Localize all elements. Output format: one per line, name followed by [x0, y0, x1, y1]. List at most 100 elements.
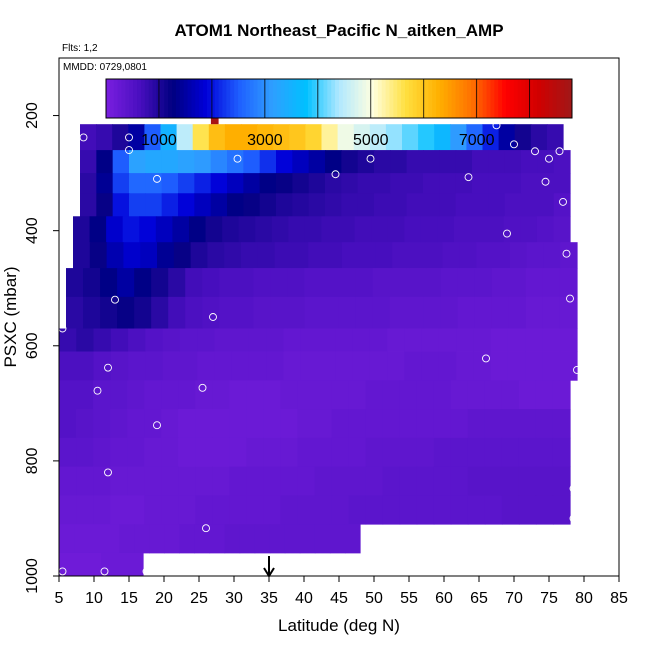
heatmap-cell: [139, 216, 157, 243]
heatmap-cell: [382, 437, 401, 468]
heatmap-cell: [473, 328, 492, 352]
heatmap-cell: [194, 193, 212, 217]
heatmap-cell: [151, 268, 169, 298]
heatmap-cell: [518, 466, 537, 496]
heatmap-cell: [456, 328, 474, 352]
heatmap-cell: [288, 216, 306, 243]
flight-point: [555, 147, 564, 156]
heatmap-cell: [553, 173, 571, 194]
heatmap-cell: [369, 124, 387, 151]
heatmap-cell: [518, 409, 537, 439]
heatmap-cell: [387, 351, 405, 381]
heatmap-cell: [374, 150, 391, 174]
heatmap-cell: [185, 268, 203, 298]
flight-point: [510, 140, 518, 149]
flight-point: [566, 294, 574, 303]
heatmap-cell: [76, 437, 94, 468]
heatmap-cell: [161, 409, 179, 439]
heatmap-cell: [93, 495, 111, 525]
heatmap-cell: [440, 296, 459, 329]
heatmap-cell: [314, 437, 333, 468]
heatmap-cell: [455, 150, 473, 174]
heatmap-cell: [93, 409, 111, 439]
heatmap-cell: [214, 328, 233, 352]
heatmap-cell: [59, 328, 77, 352]
colorbar-segment: [533, 79, 538, 118]
heatmap-cell: [208, 124, 226, 151]
x-tick-label: 30: [225, 590, 243, 607]
heatmap-cell: [246, 409, 264, 439]
heatmap-cell: [472, 173, 489, 194]
heatmap-cell: [227, 173, 244, 194]
colorbar-segment: [373, 79, 379, 118]
heatmap-cell: [219, 296, 237, 329]
heatmap-cell: [96, 124, 113, 151]
heatmap-cell: [498, 124, 516, 151]
heatmap-cell: [560, 242, 578, 269]
heatmap-cell: [190, 242, 208, 269]
colorbar-segment: [436, 79, 441, 118]
heatmap-cell: [308, 150, 326, 174]
heatmap-cell: [127, 380, 145, 410]
heatmap-cell: [83, 268, 101, 298]
heatmap-cell: [353, 124, 371, 151]
heatmap-cell: [530, 124, 548, 151]
heatmap-cell: [145, 173, 163, 194]
heatmap-cell: [304, 268, 323, 298]
heatmap-cell: [162, 328, 181, 352]
heatmap-cell: [231, 351, 250, 381]
heatmap-cell: [112, 150, 130, 174]
heatmap-cell: [129, 552, 144, 577]
heatmap-cell: [144, 124, 162, 151]
colorbar-segment: [311, 79, 317, 118]
heatmap-cell: [348, 466, 367, 496]
heatmap-cell: [110, 466, 128, 496]
heatmap-cell: [338, 268, 357, 298]
heatmap-cell: [297, 466, 316, 496]
x-tick-label: 10: [85, 590, 103, 607]
heatmap-cell: [255, 216, 273, 243]
heatmap-cell: [185, 296, 203, 329]
heatmap-cell: [559, 328, 578, 352]
flight-point: [573, 366, 581, 374]
heatmap-cell: [382, 380, 401, 410]
heatmap-cell: [416, 409, 435, 439]
heatmap-cell: [280, 495, 299, 525]
heatmap-cell: [304, 216, 323, 243]
heatmap-cell: [194, 173, 212, 194]
heatmap-cell: [433, 437, 452, 468]
heatmap-cell: [535, 409, 554, 439]
heatmap-cell: [525, 328, 544, 352]
heatmap-cell: [253, 268, 271, 298]
heatmap-cell: [325, 150, 342, 174]
heatmap-cell: [385, 124, 403, 151]
heatmap-cell: [74, 524, 90, 554]
heatmap-cell: [212, 495, 230, 525]
y-tick-label: 200: [24, 102, 41, 129]
colorbar-segment: [218, 79, 223, 118]
heatmap-cell: [467, 409, 486, 439]
heatmap-cell: [194, 150, 212, 174]
heatmap-cell: [101, 552, 116, 577]
heatmap-cell: [300, 328, 319, 352]
colorbar-segment: [393, 79, 398, 118]
heatmap-cell: [535, 437, 554, 468]
y-axis-label: PSXC (mbar): [1, 266, 20, 367]
heatmap-cell: [270, 296, 289, 329]
colorbar-segment: [261, 79, 266, 118]
heatmap-cell: [387, 328, 405, 352]
heatmap-cell: [484, 409, 503, 439]
heatmap-cell: [140, 242, 158, 269]
colorbar-segment: [304, 79, 309, 118]
heatmap-cell: [416, 466, 435, 496]
heatmap-cell: [457, 268, 476, 298]
heatmap-cell: [127, 409, 145, 439]
colorbar-segment: [125, 79, 130, 118]
heatmap-cell: [456, 351, 474, 381]
heatmap-cell: [438, 328, 457, 352]
heatmap-cell: [459, 242, 477, 269]
flight-point: [142, 567, 151, 576]
heatmap-cell: [202, 268, 220, 298]
heatmap-cell: [89, 242, 108, 269]
heatmap-cell: [472, 193, 489, 217]
